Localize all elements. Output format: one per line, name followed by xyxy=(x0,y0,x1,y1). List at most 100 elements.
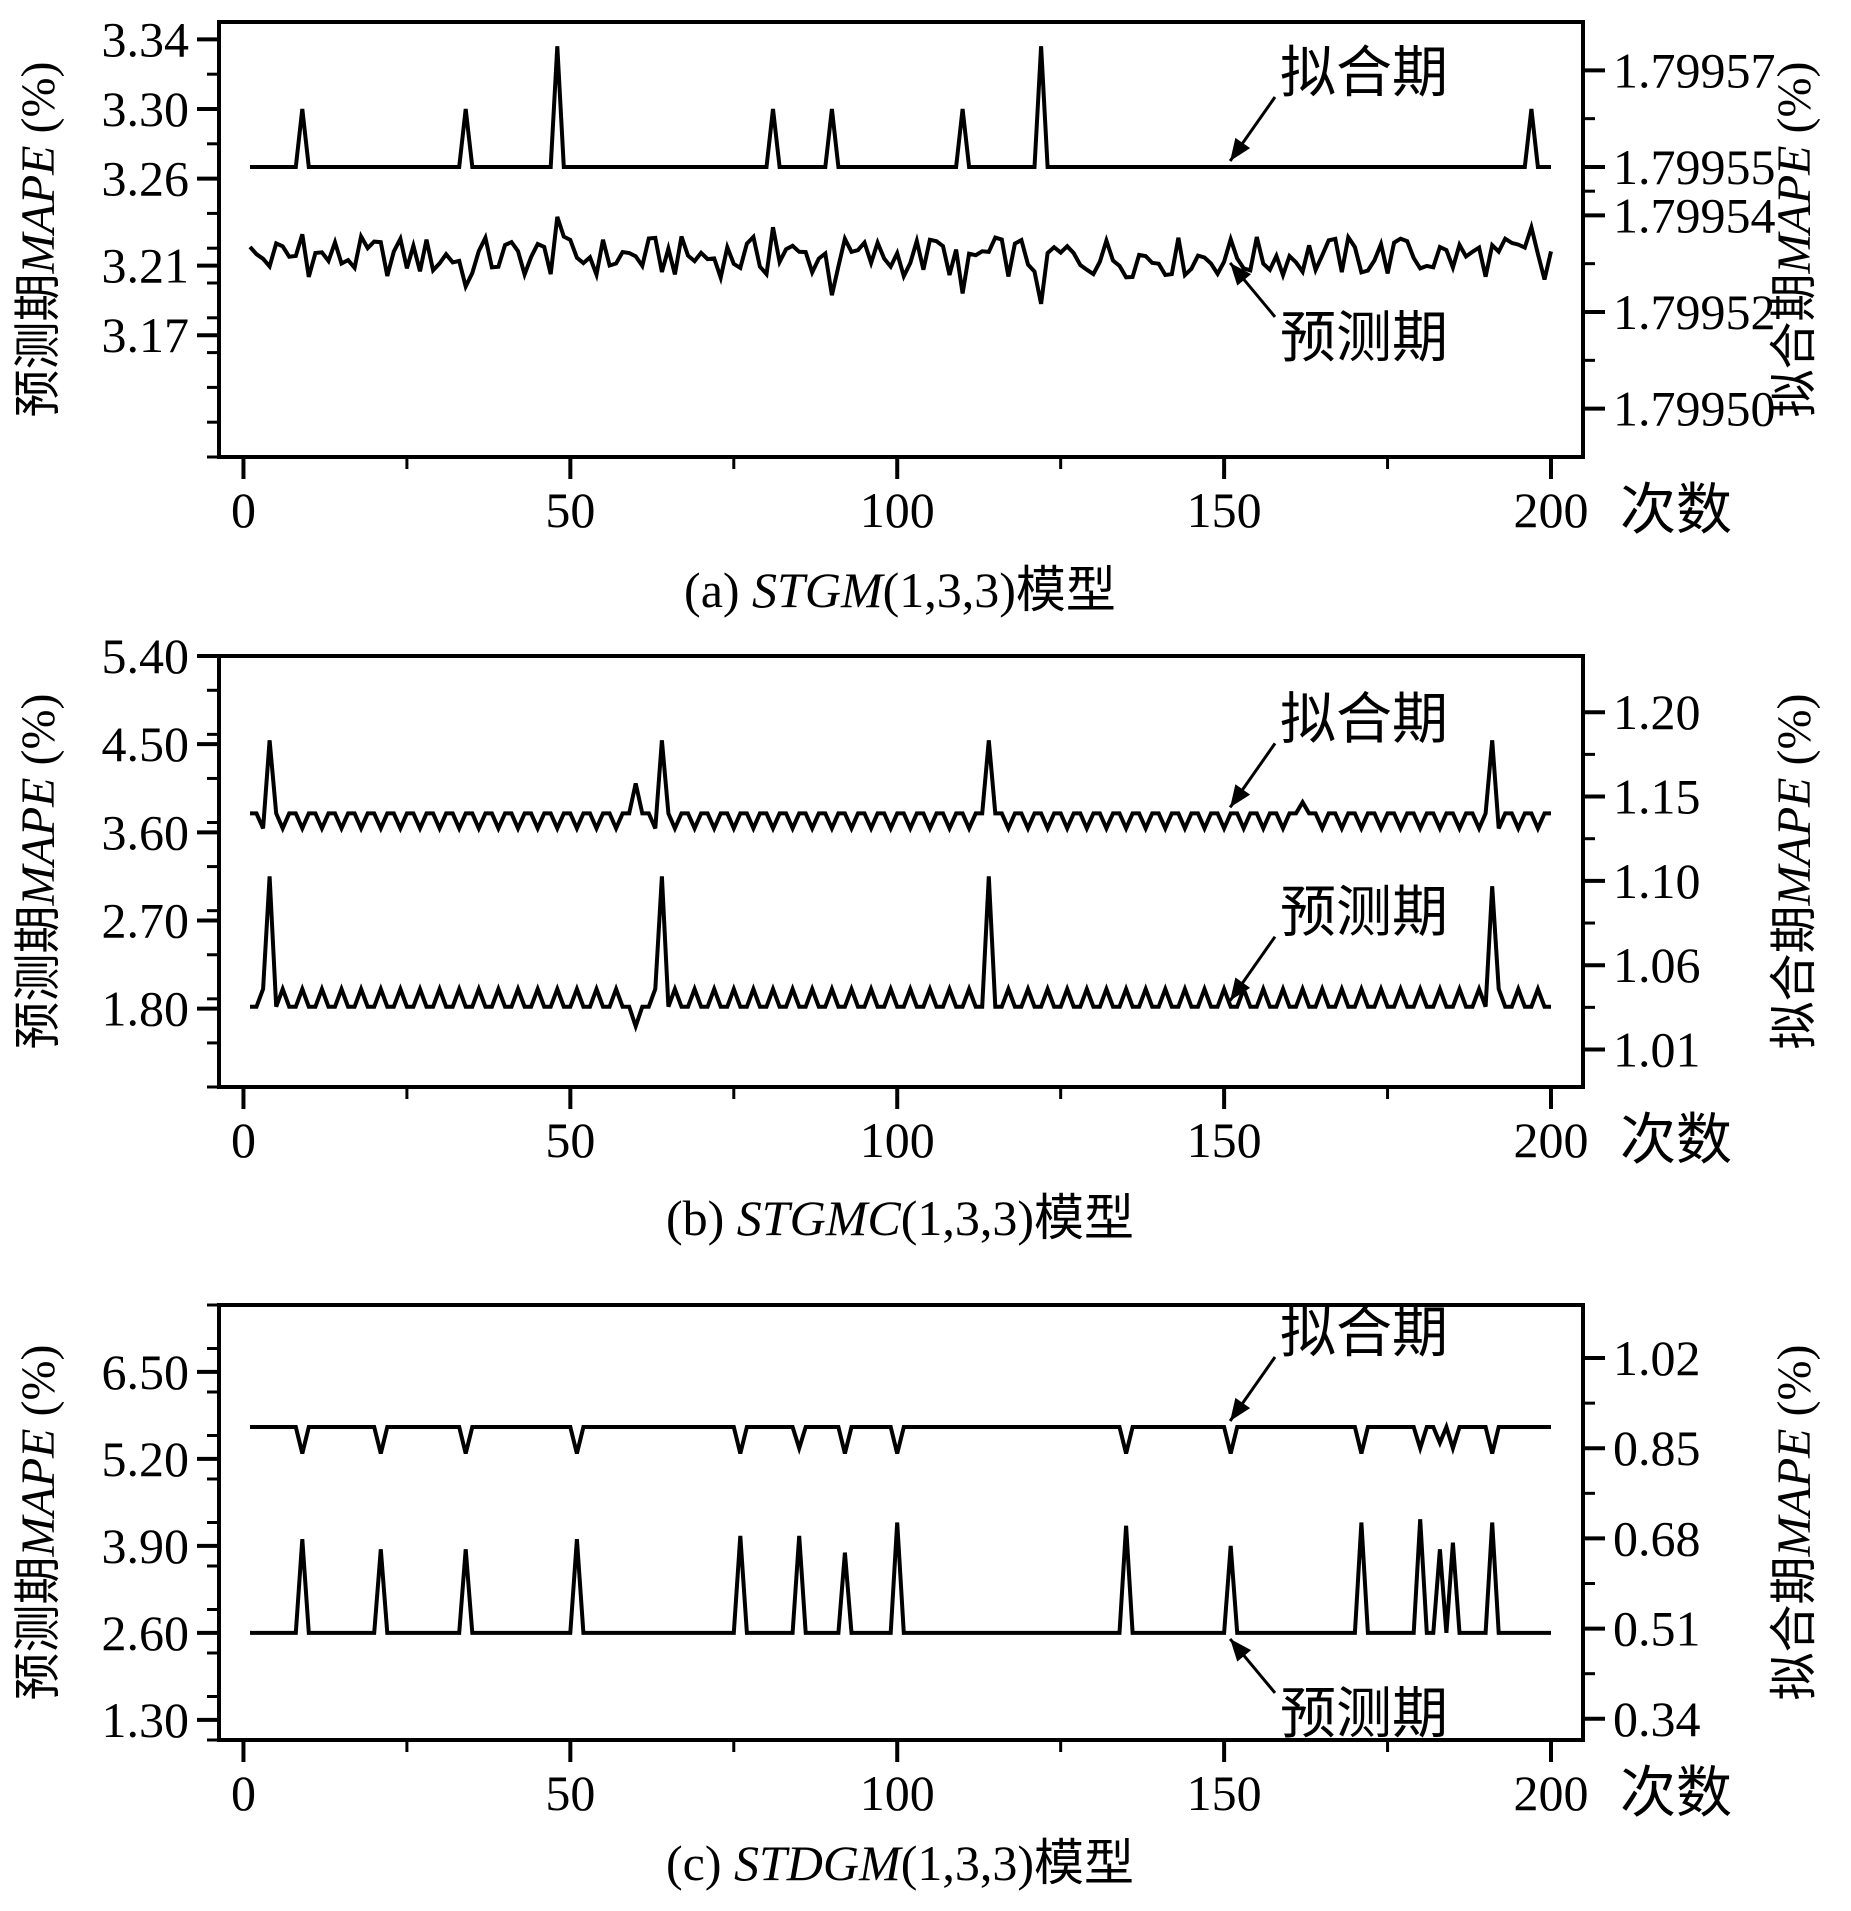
x-tick-label: 200 xyxy=(1514,1112,1589,1168)
right-axis-title: 拟合期MAPE (%) xyxy=(1768,694,1821,1050)
caption-suffix: (1,3,3)模型 xyxy=(883,562,1116,618)
series-line-forecast xyxy=(248,216,1553,305)
x-tick-label: 0 xyxy=(231,482,256,538)
annotation-arrowhead xyxy=(1230,1638,1252,1662)
x-unit-label: 次数 xyxy=(1620,1763,1732,1825)
x-tick-label: 200 xyxy=(1514,1765,1589,1821)
panel-caption: (c) STDGM(1,3,3)模型 xyxy=(666,1835,1134,1891)
series-line-forecast xyxy=(250,876,1551,1033)
right-tick-label: 1.79952 xyxy=(1613,284,1776,340)
left-axis-title-metric: MAPE xyxy=(12,1428,65,1557)
caption-suffix: (1,3,3)模型 xyxy=(901,1190,1134,1246)
right-tick-label: 0.34 xyxy=(1613,1691,1701,1747)
annotation-arrowhead xyxy=(1230,1397,1251,1422)
left-axis-title: 预测期MAPE (%) xyxy=(12,62,65,418)
annotation-label: 拟合期 xyxy=(1280,1303,1448,1365)
x-tick-label: 50 xyxy=(545,482,595,538)
right-tick-label: 1.79955 xyxy=(1613,139,1776,195)
annotation-arrowhead xyxy=(1230,262,1252,286)
annotation-arrowhead xyxy=(1230,137,1251,161)
series-line-fitting xyxy=(250,740,1551,834)
left-tick-label: 4.50 xyxy=(102,716,190,772)
left-tick-label: 6.50 xyxy=(102,1344,190,1400)
right-tick-label: 1.79954 xyxy=(1613,187,1776,243)
series-line-forecast xyxy=(250,1519,1551,1635)
left-axis-title-unit: (%) xyxy=(12,1345,65,1429)
x-unit-label: 次数 xyxy=(1620,1110,1732,1172)
right-axis-title-metric: MAPE xyxy=(1768,1428,1821,1557)
right-tick-label: 0.85 xyxy=(1613,1420,1701,1476)
right-tick-label: 0.51 xyxy=(1613,1601,1701,1657)
left-tick-label: 2.60 xyxy=(102,1605,190,1661)
left-axis-title-unit: (%) xyxy=(12,694,65,778)
plot-frame xyxy=(217,1303,1585,1742)
left-tick-label: 2.70 xyxy=(102,892,190,948)
left-axis-title: 预测期MAPE (%) xyxy=(12,694,65,1050)
right-tick-label: 1.10 xyxy=(1613,853,1701,909)
chart-panel-1: 3.17 3.21 3.26 3.30 3.34 1.79950 1.79952 1.7995… xyxy=(12,11,1821,618)
annotation-label: 拟合期 xyxy=(1280,43,1448,105)
left-axis-title-prefix: 预测期 xyxy=(12,1556,65,1700)
series-line-fitting xyxy=(250,46,1551,169)
left-axis-title-metric: MAPE xyxy=(12,145,65,274)
right-axis-title-unit: (%) xyxy=(1768,1345,1821,1429)
left-tick-label: 5.20 xyxy=(102,1431,190,1487)
chart-panel-3: 1.30 2.60 3.90 5.20 6.50 0.34 0.51 0.68 0.85 1.02… xyxy=(12,1303,1821,1891)
right-tick-label: 1.79957 xyxy=(1613,42,1776,98)
right-axis-title-prefix: 拟合期 xyxy=(1768,1556,1821,1700)
caption-suffix: (1,3,3)模型 xyxy=(901,1835,1134,1891)
right-tick-label: 1.01 xyxy=(1613,1022,1701,1078)
annotation-arrowhead xyxy=(1230,784,1251,808)
left-tick-label: 3.21 xyxy=(102,238,190,294)
caption-prefix: (a) xyxy=(684,562,752,618)
x-tick-label: 100 xyxy=(860,1112,935,1168)
annotation-label: 预测期 xyxy=(1280,883,1448,945)
x-tick-label: 0 xyxy=(231,1765,256,1821)
left-tick-label: 3.30 xyxy=(102,81,190,137)
right-tick-label: 1.06 xyxy=(1613,937,1701,993)
series-line-fitting xyxy=(250,1421,1551,1455)
x-tick-label: 100 xyxy=(860,482,935,538)
right-axis-title-unit: (%) xyxy=(1768,62,1821,146)
left-tick-label: 1.80 xyxy=(102,981,190,1037)
right-axis-title-metric: MAPE xyxy=(1768,145,1821,274)
right-axis-title-prefix: 拟合期 xyxy=(1768,273,1821,417)
x-tick-label: 100 xyxy=(860,1765,935,1821)
chart-panel-2: 1.80 2.70 3.60 4.50 5.40 1.01 1.06 1.10 1.15 1.20… xyxy=(12,628,1821,1246)
right-axis-title-prefix: 拟合期 xyxy=(1768,905,1821,1049)
right-tick-label: 0.68 xyxy=(1613,1510,1701,1566)
left-axis-title-metric: MAPE xyxy=(12,777,65,906)
right-tick-label: 1.79950 xyxy=(1613,381,1776,437)
x-tick-label: 50 xyxy=(545,1112,595,1168)
x-tick-label: 0 xyxy=(231,1112,256,1168)
right-tick-label: 1.15 xyxy=(1613,769,1701,825)
left-tick-label: 3.60 xyxy=(102,804,190,860)
x-tick-label: 150 xyxy=(1187,482,1262,538)
annotation-arrowhead xyxy=(1230,977,1251,1001)
x-tick-label: 50 xyxy=(545,1765,595,1821)
left-tick-label: 3.26 xyxy=(102,151,190,207)
right-tick-label: 1.02 xyxy=(1613,1330,1701,1386)
left-tick-label: 3.90 xyxy=(102,1518,190,1574)
right-tick-label: 1.20 xyxy=(1613,684,1701,740)
plot-frame xyxy=(217,654,1585,1089)
left-axis-title-prefix: 预测期 xyxy=(12,905,65,1049)
left-axis-title-prefix: 预测期 xyxy=(12,273,65,417)
x-tick-label: 200 xyxy=(1514,482,1589,538)
left-tick-label: 3.17 xyxy=(102,307,190,363)
x-unit-label: 次数 xyxy=(1620,480,1732,542)
x-tick-label: 150 xyxy=(1187,1765,1262,1821)
right-axis-title-metric: MAPE xyxy=(1768,777,1821,906)
caption-prefix: (c) xyxy=(666,1835,734,1891)
right-axis-title-unit: (%) xyxy=(1768,694,1821,778)
left-tick-label: 5.40 xyxy=(102,628,190,684)
x-tick-label: 150 xyxy=(1187,1112,1262,1168)
annotation-label: 预测期 xyxy=(1280,1684,1448,1746)
left-axis-title: 预测期MAPE (%) xyxy=(12,1345,65,1701)
right-axis-title: 拟合期MAPE (%) xyxy=(1768,62,1821,418)
caption-model: STDGM xyxy=(734,1835,903,1891)
left-tick-label: 3.34 xyxy=(102,11,190,67)
caption-model: STGMC xyxy=(737,1190,902,1246)
caption-prefix: (b) xyxy=(666,1190,737,1246)
plot-frame xyxy=(217,20,1585,459)
